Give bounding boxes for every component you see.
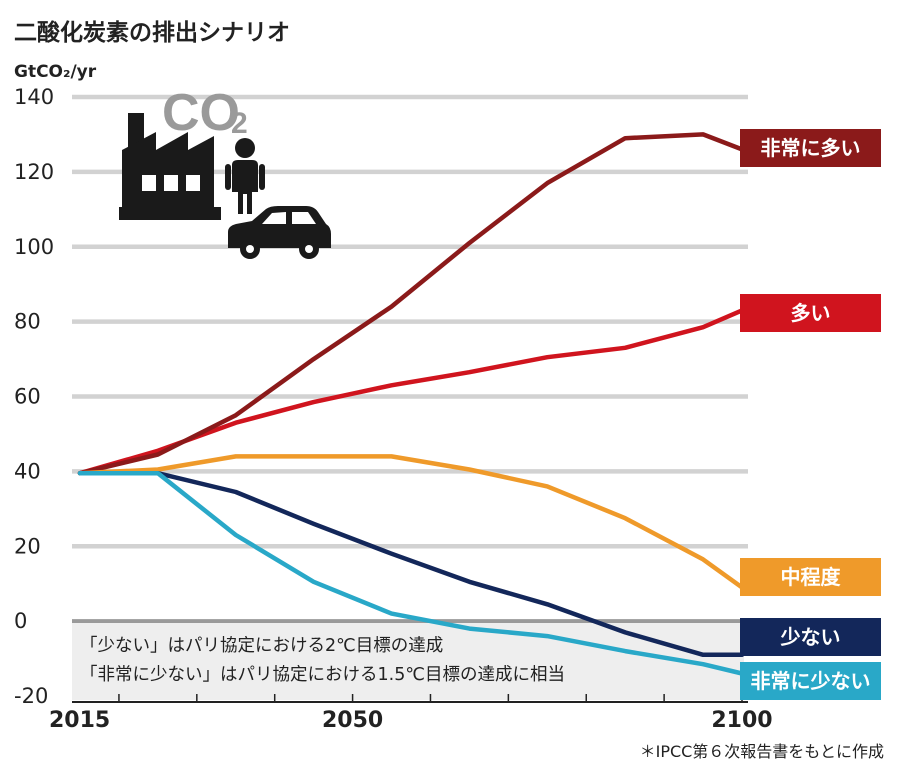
series-label-box bbox=[740, 294, 881, 332]
y-tick-label: -20 bbox=[14, 684, 48, 708]
series-label-box bbox=[740, 558, 881, 596]
series-label: 少ない bbox=[780, 625, 841, 649]
x-tick-label: 2100 bbox=[711, 708, 772, 733]
series-label: 非常に多い bbox=[761, 136, 861, 160]
y-tick-label: 120 bbox=[14, 160, 54, 184]
chart-title: 二酸化炭素の排出シナリオ bbox=[14, 19, 290, 46]
co2-label: CO bbox=[162, 84, 240, 142]
series-line bbox=[77, 308, 745, 476]
note-line-2: 「非常に少ない」はパリ協定における1.5℃目標の達成に相当 bbox=[80, 665, 565, 685]
y-tick-label: 60 bbox=[14, 385, 41, 409]
y-tick-label: 40 bbox=[14, 459, 41, 483]
series-line bbox=[77, 132, 745, 476]
car-icon bbox=[228, 206, 331, 259]
factory-icon bbox=[119, 113, 221, 220]
y-tick-label: 20 bbox=[14, 534, 41, 558]
series-label: 中程度 bbox=[781, 565, 842, 589]
y-tick-labels: 140 120 100 80 60 40 20 0 -20 bbox=[14, 85, 54, 708]
series-label-box bbox=[740, 129, 881, 167]
series-label: 多い bbox=[791, 301, 831, 325]
series-line bbox=[77, 454, 745, 590]
y-tick-label: 0 bbox=[14, 609, 27, 633]
note-background bbox=[72, 623, 744, 700]
y-tick-label: 140 bbox=[14, 85, 54, 109]
note-line-1: 「少ない」はパリ協定における2℃目標の達成 bbox=[80, 636, 443, 656]
x-tick-label: 2015 bbox=[49, 708, 110, 733]
y-tick-label: 80 bbox=[14, 310, 41, 334]
y-tick-label: 100 bbox=[14, 235, 54, 259]
series-label-box bbox=[740, 618, 881, 656]
person-icon bbox=[225, 138, 265, 214]
x-axis: 2015 2050 2100 bbox=[49, 694, 773, 733]
series-line bbox=[77, 470, 745, 676]
y-axis-unit: GtCO₂/yr bbox=[14, 62, 97, 82]
series-line bbox=[77, 470, 745, 658]
source-note: ＊IPCC第６次報告書をもとに作成 bbox=[640, 742, 884, 761]
co2-subscript: 2 bbox=[231, 107, 248, 140]
illustration: CO 2 bbox=[119, 84, 331, 259]
x-tick-label: 2050 bbox=[322, 708, 383, 733]
series-lines bbox=[77, 132, 745, 676]
series-label: 非常に少ない bbox=[751, 669, 871, 693]
series-label-box bbox=[740, 662, 881, 700]
